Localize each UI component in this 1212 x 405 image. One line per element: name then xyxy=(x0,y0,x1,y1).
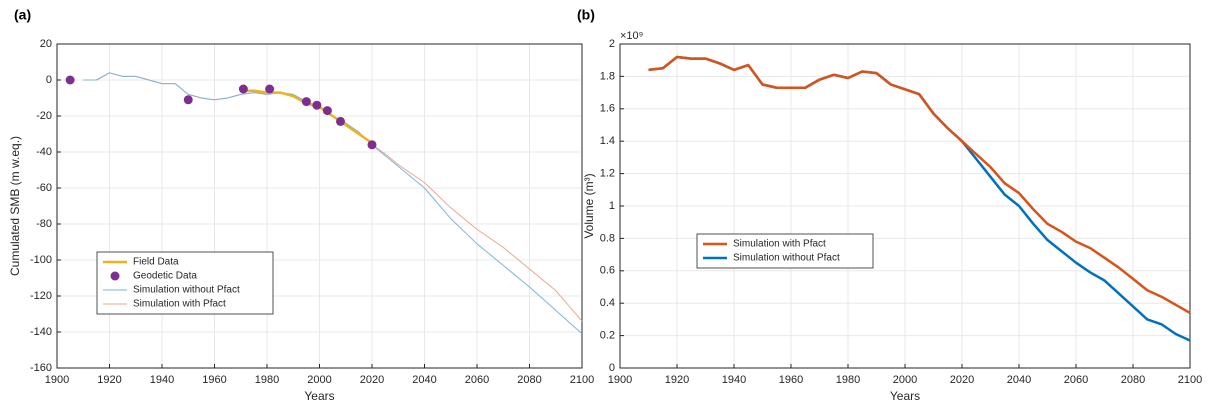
data-point xyxy=(301,97,311,107)
x-axis-label: Years xyxy=(890,389,920,403)
y-tick-label: -160 xyxy=(30,362,52,374)
y-tick-label: -100 xyxy=(30,254,52,266)
y-axis-label: Volume (m³) xyxy=(582,173,596,238)
x-tick-label: 1920 xyxy=(97,374,121,386)
x-tick-label: 2060 xyxy=(465,374,489,386)
x-tick-label: 2080 xyxy=(1121,374,1145,386)
legend-label: Simulation without Pfact xyxy=(133,285,240,296)
y-tick-label: 0.8 xyxy=(600,232,615,244)
x-tick-label: 2040 xyxy=(1007,374,1031,386)
x-tick-label: 2000 xyxy=(893,374,917,386)
x-tick-label: 1920 xyxy=(665,374,689,386)
data-point xyxy=(238,84,248,94)
legend-swatch xyxy=(110,271,120,281)
y-tick-label: -60 xyxy=(36,182,52,194)
legend-label: Field Data xyxy=(133,257,179,268)
x-tick-label: 1900 xyxy=(608,374,632,386)
x-tick-label: 1940 xyxy=(722,374,746,386)
y-multiplier: ×10⁹ xyxy=(620,30,643,42)
y-tick-label: 0.4 xyxy=(600,297,615,309)
series-line xyxy=(648,55,1191,342)
y-tick-label: -80 xyxy=(36,218,52,230)
x-axis-label: Years xyxy=(304,389,334,403)
x-tick-label: 1980 xyxy=(836,374,860,386)
y-tick-label: -120 xyxy=(30,290,52,302)
legend-label: Geodetic Data xyxy=(133,271,197,282)
series-line xyxy=(648,55,1191,315)
x-tick-label: 1940 xyxy=(150,374,174,386)
y-tick-label: -20 xyxy=(36,110,52,122)
y-tick-label: 2 xyxy=(609,38,615,50)
data-point xyxy=(336,116,345,126)
x-tick-label: 1900 xyxy=(45,374,69,386)
y-tick-label: 1.4 xyxy=(600,135,615,147)
x-tick-label: 1980 xyxy=(255,374,279,386)
panel-label: (b) xyxy=(577,7,595,23)
y-tick-label: 0 xyxy=(609,362,615,374)
x-tick-label: 2000 xyxy=(307,374,331,386)
data-point xyxy=(65,75,75,85)
legend-label: Simulation with Pfact xyxy=(133,299,226,310)
legend-label: Simulation with Pfact xyxy=(733,239,826,250)
y-tick-label: 1 xyxy=(609,200,615,212)
plot-frame xyxy=(56,43,583,369)
y-tick-label: 20 xyxy=(40,38,52,50)
y-tick-label: 1.8 xyxy=(600,70,615,82)
y-tick-label: 0 xyxy=(46,74,52,86)
y-tick-label: -40 xyxy=(36,146,52,158)
x-tick-label: 2020 xyxy=(360,374,384,386)
y-tick-label: 0.6 xyxy=(600,265,615,277)
y-tick-label: 1.2 xyxy=(600,168,615,180)
x-tick-label: 1960 xyxy=(779,374,803,386)
data-point xyxy=(322,106,332,116)
x-tick-label: 2100 xyxy=(570,374,594,386)
x-tick-label: 2100 xyxy=(1178,374,1202,386)
y-axis-label: Cumulated SMB (m w.eq.) xyxy=(8,136,22,276)
x-tick-label: 1960 xyxy=(202,374,226,386)
y-tick-label: 0.2 xyxy=(600,330,615,342)
plot-frame xyxy=(619,43,1191,369)
y-tick-label: -140 xyxy=(30,326,52,338)
x-tick-label: 2020 xyxy=(950,374,974,386)
y-tick-label: 1.6 xyxy=(600,103,615,115)
data-point xyxy=(367,140,377,150)
x-tick-label: 2060 xyxy=(1064,374,1088,386)
data-point xyxy=(183,95,193,105)
data-point xyxy=(312,100,322,110)
panel-label: (a) xyxy=(14,7,31,23)
legend-box xyxy=(696,233,874,269)
legend-label: Simulation without Pfact xyxy=(733,253,840,264)
x-tick-label: 2080 xyxy=(517,374,541,386)
data-point xyxy=(265,84,275,94)
x-tick-label: 2040 xyxy=(412,374,436,386)
